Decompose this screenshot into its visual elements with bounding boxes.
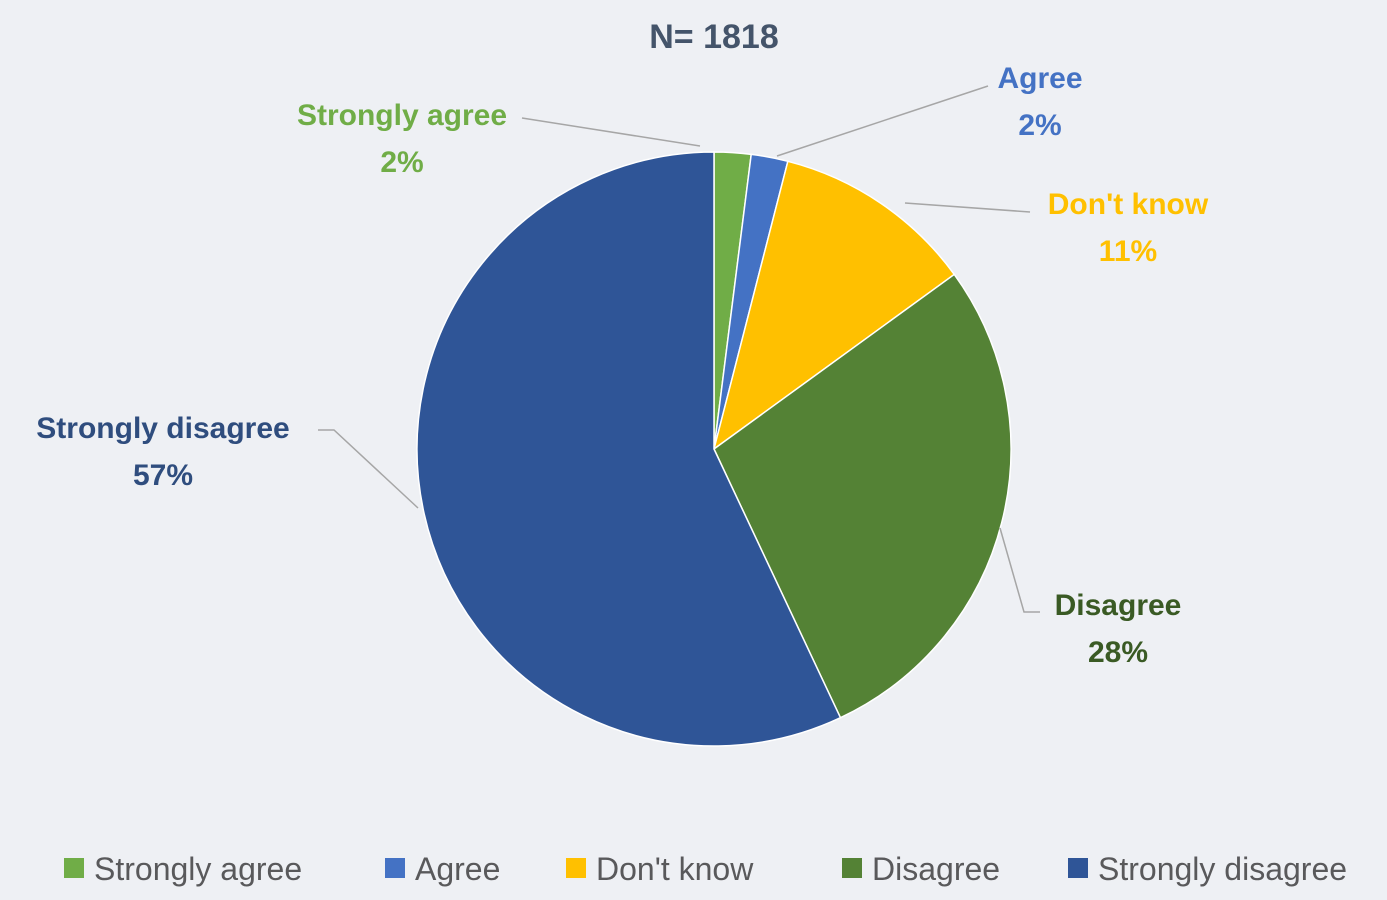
- slice-disagree: [713, 273, 1012, 719]
- data-label-value-strongly-disagree: 57%: [133, 459, 193, 492]
- data-label-name-strongly-agree: Strongly agree: [297, 99, 507, 132]
- legend: Strongly agree Agree Don't know Disagree Str…: [64, 851, 1347, 887]
- legend-swatch-strongly-agree: [64, 858, 84, 878]
- data-label-name-disagree: Disagree: [1055, 589, 1182, 622]
- legend-label-strongly-disagree: Strongly disagree: [1098, 851, 1347, 887]
- leader-line-agree: [776, 85, 989, 157]
- data-label-value-strongly-agree: 2%: [380, 146, 423, 179]
- legend-swatch-don-t-know: [566, 858, 586, 878]
- data-label-name-strongly-disagree: Strongly disagree: [36, 412, 289, 445]
- legend-label-agree: Agree: [415, 851, 500, 887]
- data-label-name-don-t-know: Don't know: [1048, 188, 1209, 221]
- leader-line-don-t-know: [904, 202, 1031, 213]
- legend-swatch-disagree: [842, 858, 862, 878]
- slice-don-t-know: [712, 160, 956, 451]
- leader-line-strongly-disagree: [318, 429, 419, 509]
- leader-line-strongly-agree: [521, 117, 701, 147]
- data-label-name-agree: Agree: [997, 62, 1082, 95]
- legend-label-disagree: Disagree: [872, 851, 1000, 887]
- legend-label-strongly-agree: Strongly agree: [94, 851, 302, 887]
- slice-strongly-disagree: [416, 151, 842, 747]
- leader-lines: [318, 85, 1040, 613]
- data-label-value-agree: 2%: [1018, 109, 1061, 142]
- chart-title: N= 1818: [649, 18, 779, 56]
- data-label-value-disagree: 28%: [1088, 636, 1148, 669]
- data-label-value-don-t-know: 11%: [1099, 235, 1157, 268]
- legend-swatch-strongly-disagree: [1068, 858, 1088, 878]
- data-labels: Strongly agree 2% Agree 2% Don't know 11% Disa…: [36, 62, 1209, 669]
- pie-slices: [416, 151, 1012, 747]
- legend-swatch-agree: [385, 858, 405, 878]
- leader-line-disagree: [999, 527, 1040, 613]
- legend-label-don-t-know: Don't know: [596, 851, 754, 887]
